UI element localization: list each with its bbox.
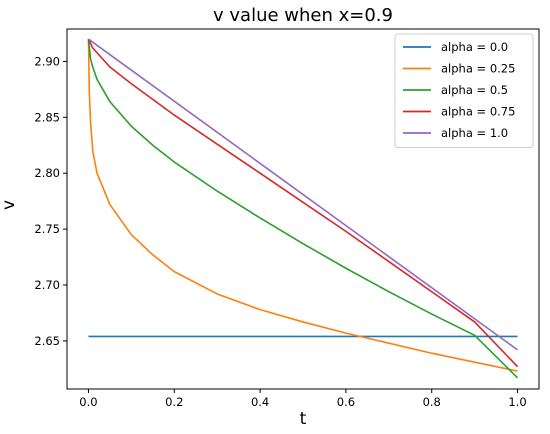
series-line-3 xyxy=(87,38,519,368)
y-tick-label: 2.80 xyxy=(34,166,60,180)
legend: alpha = 0.0 alpha = 0.25 alpha = 0.5 alpha … xyxy=(394,33,534,148)
y-axis: 2.65 2.70 2.75 2.80 2.85 2.90 xyxy=(34,54,67,348)
y-axis-label: v xyxy=(0,200,19,210)
y-tick-label: 2.75 xyxy=(34,222,60,236)
plot-area xyxy=(66,28,540,390)
x-axis-label: t xyxy=(300,409,307,429)
x-tick-label: 0.6 xyxy=(337,395,355,409)
legend-label: alpha = 0.75 xyxy=(441,105,515,119)
legend-label: alpha = 0.0 xyxy=(441,40,508,54)
series-line-2 xyxy=(87,38,519,379)
x-tick-label: 1.0 xyxy=(508,395,526,409)
legend-label: alpha = 1.0 xyxy=(441,126,508,140)
y-tick-label: 2.90 xyxy=(34,54,60,68)
legend-label: alpha = 0.25 xyxy=(441,62,515,76)
y-tick-label: 2.85 xyxy=(34,110,60,124)
x-tick-label: 0.8 xyxy=(423,395,441,409)
x-tick-label: 0.4 xyxy=(251,395,269,409)
legend-label: alpha = 0.5 xyxy=(441,83,508,97)
legend-box xyxy=(394,33,534,148)
series-line-4 xyxy=(87,38,519,351)
y-tick-label: 2.70 xyxy=(34,278,60,292)
x-axis: 0.0 0.2 0.4 0.6 0.8 1.0 xyxy=(79,389,527,409)
axes-frame xyxy=(66,28,540,390)
x-tick-label: 0.2 xyxy=(165,395,183,409)
chart-title: v value when x=0.9 xyxy=(213,5,393,26)
x-tick-label: 0.0 xyxy=(79,395,97,409)
y-tick-label: 2.65 xyxy=(34,334,60,348)
series-line-1 xyxy=(87,39,518,372)
